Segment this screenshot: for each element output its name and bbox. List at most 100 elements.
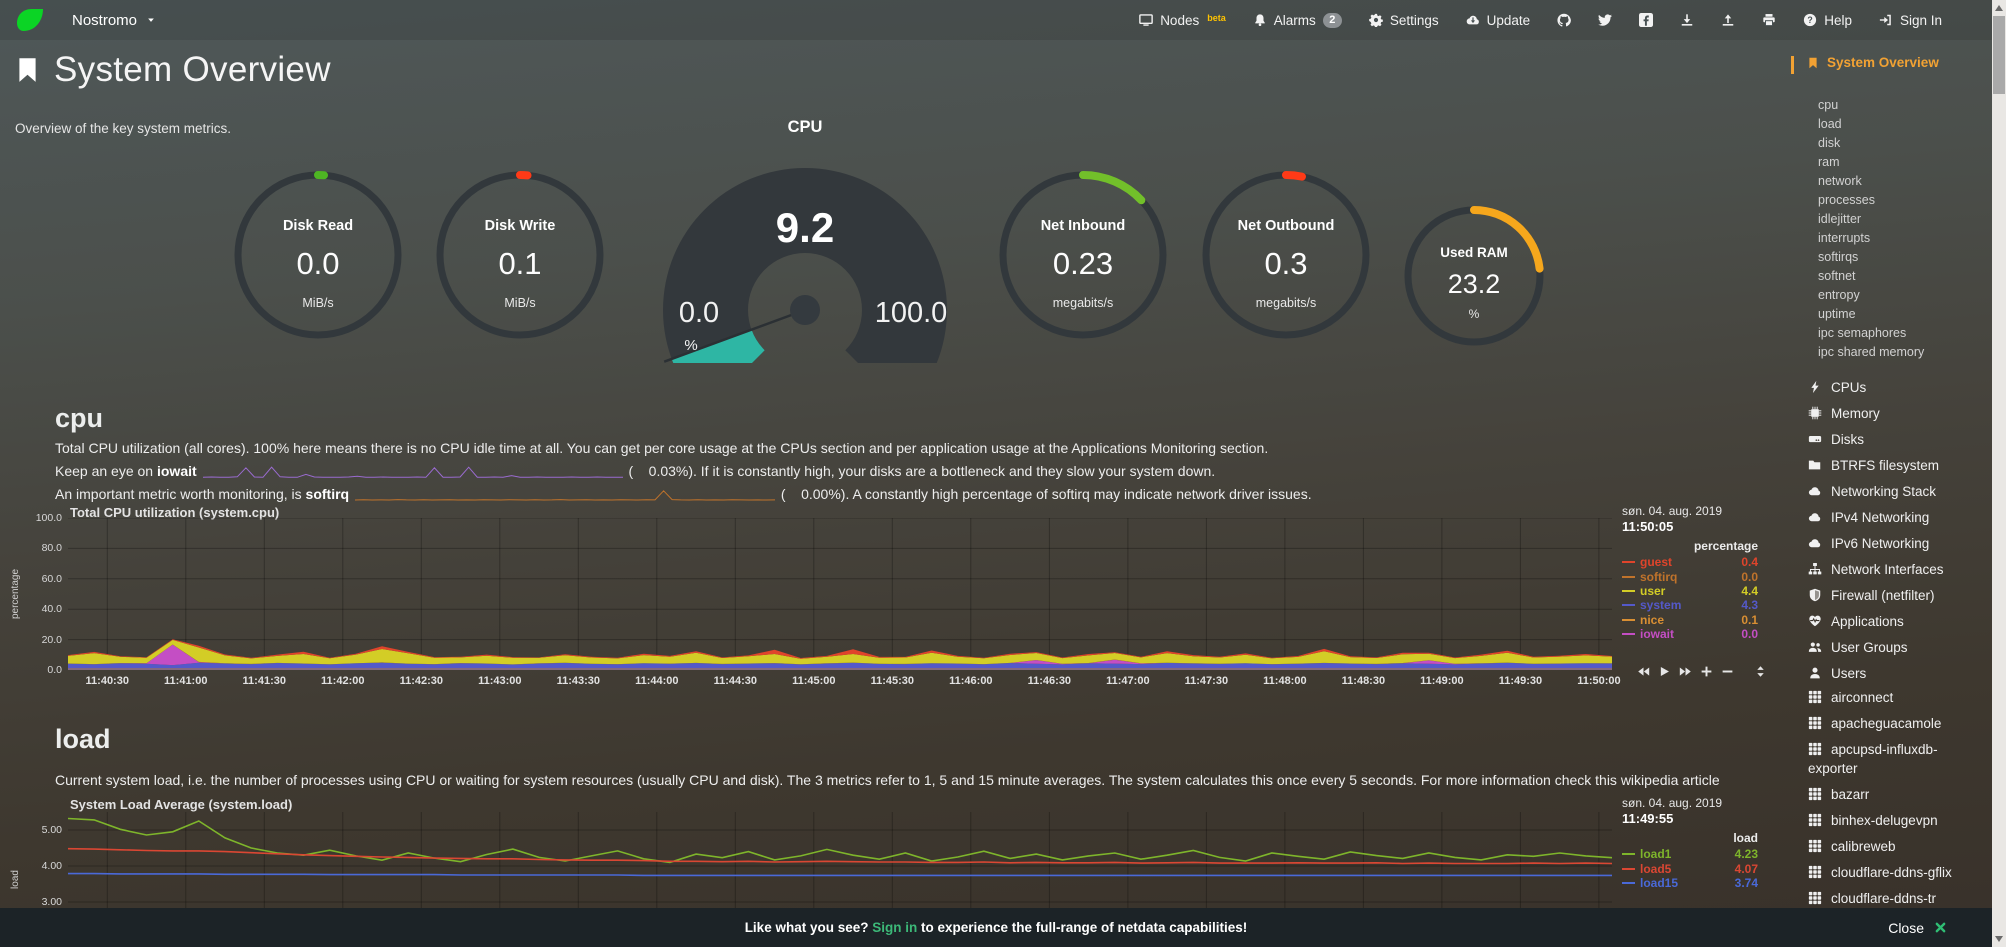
sidebar-item-firewall-netfilter[interactable]: Firewall (netfilter) [1808,586,1986,605]
x-axis-tick-label: 11:46:00 [949,675,993,687]
sidebar-item-disks[interactable]: Disks [1808,430,1986,449]
legend-row-system[interactable]: system 4.3 [1622,598,1758,612]
legend-swatch [1622,853,1635,856]
legend-value: 4.07 [1734,861,1758,876]
sidebar-item-idlejitter[interactable]: idlejitter [1818,212,1862,226]
page-scrollbar[interactable] [1992,0,2006,947]
sidebar-item-system-overview[interactable]: System Overview [1807,55,1939,70]
sidebar-item-apacheguacamole[interactable]: apacheguacamole [1808,714,1986,733]
twitter-icon [1598,13,1612,27]
alarms-menu-item[interactable]: Alarms 2 [1253,12,1342,28]
play-icon[interactable] [1658,665,1671,678]
sidebar-item-load[interactable]: load [1818,117,1842,131]
legend-swatch [1622,589,1635,592]
section-heading-load: load [55,724,111,755]
netdata-logo-icon[interactable] [14,6,46,34]
fast-forward-icon[interactable] [1679,665,1692,678]
sidebar-item-ipv6-networking[interactable]: IPv6 Networking [1808,534,1986,553]
sidebar-item-memory[interactable]: Memory [1808,404,1986,423]
legend-row-load15[interactable]: load15 3.74 [1622,876,1758,890]
chart-datetime: søn. 04. aug. 2019 11:50:05 [1622,504,1723,534]
sidebar-item-airconnect[interactable]: airconnect [1808,688,1986,707]
sign-in-menu-item[interactable]: Sign In [1879,13,1942,28]
microchip-icon [1808,406,1822,420]
sidebar-item-ipv4-networking[interactable]: IPv4 Networking [1808,508,1986,527]
gauge-cpu[interactable]: CPU 9.2 0.0 100.0 % [647,118,963,368]
gauge-net-inbound[interactable]: Net Inbound 0.23 megabits/s [998,170,1168,340]
sidebar-item-interrupts[interactable]: interrupts [1818,231,1871,245]
legend-row-load5[interactable]: load5 4.07 [1622,861,1758,876]
sign-in-link[interactable]: Sign in [872,920,918,935]
sidebar-item-ipc-semaphores[interactable]: ipc semaphores [1818,326,1907,340]
sidebar-item-cpu[interactable]: cpu [1818,98,1839,112]
legend-name: load5 [1640,861,1672,876]
monitor-icon [1139,13,1153,27]
print-icon [1762,13,1776,27]
twitter-menu-item[interactable] [1598,13,1612,27]
sidebar-item-bazarr[interactable]: bazarr [1808,785,1986,804]
facebook-menu-item[interactable] [1639,13,1653,27]
help-menu-item[interactable]: Help [1803,13,1852,28]
sidebar-apps: airconnect apacheguacamole apcupsd-influxd… [1808,688,1986,915]
load-plot-area[interactable] [68,812,1612,947]
gauge-net-outbound[interactable]: Net Outbound 0.3 megabits/s [1201,170,1371,340]
chart-title: Total CPU utilization (system.cpu) [70,505,280,520]
gauge-disk-write[interactable]: Disk Write 0.1 MiB/s [435,170,605,340]
gauge-units: MiB/s [302,296,334,310]
y-axis-tick-label: 60.0 [41,572,62,585]
zoom-in-icon[interactable] [1700,665,1713,678]
rewind-icon[interactable] [1637,665,1650,678]
sidebar-item-applications[interactable]: Applications [1808,612,1986,631]
sidebar-item-network-interfaces[interactable]: Network Interfaces [1808,560,1986,579]
sidebar-item-btrfs-filesystem[interactable]: BTRFS filesystem [1808,456,1986,475]
y-axis-title: percentage [10,568,21,620]
sidebar-item-networking-stack[interactable]: Networking Stack [1808,482,1986,501]
gauge-used-ram[interactable]: Used RAM 23.2 % [1403,205,1545,347]
sidebar-item-softirqs[interactable]: softirqs [1818,250,1859,264]
legend-row-user[interactable]: user 4.4 [1622,584,1758,598]
sidebar-item-network[interactable]: network [1818,174,1862,188]
cpu-plot-area[interactable] [68,518,1612,670]
download-icon [1680,13,1694,27]
gauge-disk-read[interactable]: Disk Read 0.0 MiB/s [233,170,403,340]
gear-icon [1369,13,1383,27]
legend-row-nice[interactable]: nice 0.1 [1622,613,1758,627]
legend-swatch [1622,881,1635,884]
sidebar-item-ram[interactable]: ram [1818,155,1840,169]
gauge-value: 0.0 [296,246,340,281]
sidebar-item-user-groups[interactable]: User Groups [1808,638,1986,657]
sidebar-item-apcupsd-influxdb-exporter[interactable]: apcupsd-influxdb-exporter [1808,742,1938,776]
nodes-menu-item[interactable]: Nodes beta [1139,13,1226,28]
github-menu-item[interactable] [1557,13,1571,27]
sidebar-item-binhex-delugevpn[interactable]: binhex-delugevpn [1808,811,1986,830]
upload-menu-item[interactable] [1721,13,1735,27]
sidebar-item-disk[interactable]: disk [1818,136,1841,150]
resize-icon[interactable] [1754,665,1767,678]
sidebar-item-cloudflare-ddns-gflix[interactable]: cloudflare-ddns-gflix [1808,863,1986,882]
scrollbar-up-arrow[interactable] [1995,5,2003,11]
settings-menu-item[interactable]: Settings [1369,13,1439,28]
sidebar-item-users[interactable]: Users [1808,664,1986,683]
sidebar-item-ipc-shared-memory[interactable]: ipc shared memory [1818,345,1925,359]
legend-row-load1[interactable]: load1 4.23 [1622,847,1758,861]
update-menu-item[interactable]: Update [1466,13,1530,28]
sidebar-item-uptime[interactable]: uptime [1818,307,1856,321]
print-menu-item[interactable] [1762,13,1776,27]
sidebar-item-processes[interactable]: processes [1818,193,1875,207]
sidebar-item-softnet[interactable]: softnet [1818,269,1856,283]
sidebar-item-cpus[interactable]: CPUs [1808,378,1986,397]
sidebar-subitems: cpu load disk ram network processes idlejitter… [1818,96,1924,362]
legend-row-iowait[interactable]: iowait 0.0 [1622,627,1758,641]
legend-value: 3.74 [1734,875,1758,890]
hostname-dropdown[interactable]: Nostromo [72,12,156,29]
download-menu-item[interactable] [1680,13,1694,27]
sidebar-item-calibreweb[interactable]: calibreweb [1808,837,1986,856]
close-banner-button[interactable]: Close [1888,920,1947,936]
sidebar-item-cloudflare-ddns-tr[interactable]: cloudflare-ddns-tr [1808,889,1986,908]
scrollbar-thumb[interactable] [1993,16,2005,94]
legend-row-guest[interactable]: guest 0.4 [1622,555,1758,569]
legend-row-softirq[interactable]: softirq 0.0 [1622,569,1758,584]
zoom-out-icon[interactable] [1721,665,1734,678]
scrollbar-down-arrow[interactable] [1995,936,2003,942]
sidebar-item-entropy[interactable]: entropy [1818,288,1860,302]
